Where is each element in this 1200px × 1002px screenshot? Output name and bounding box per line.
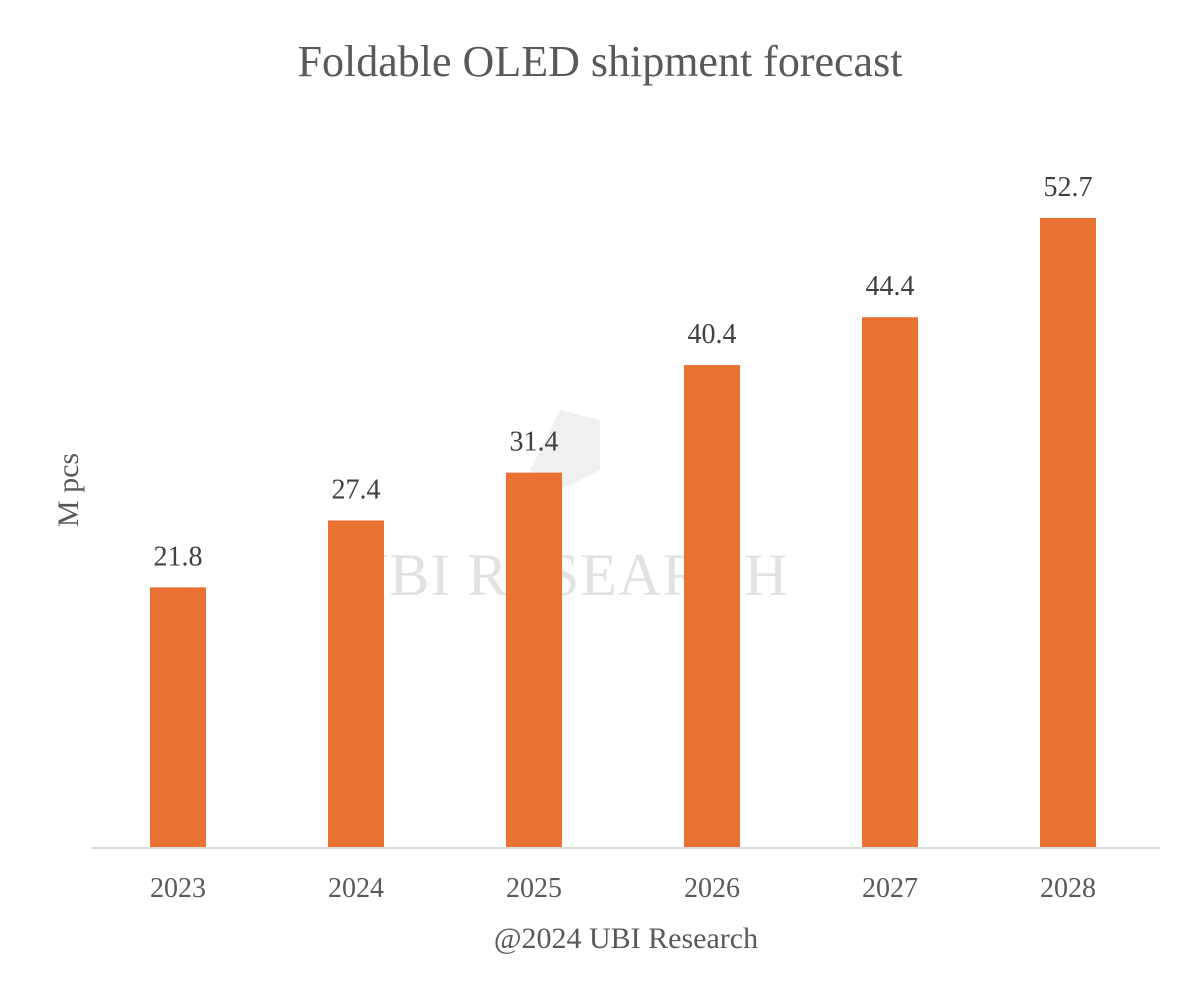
chart-title: Foldable OLED shipment forecast — [298, 37, 903, 86]
bar-2028 — [1040, 218, 1096, 848]
bar-2026 — [684, 365, 740, 848]
watermark-logo-shape — [530, 410, 600, 490]
x-tick-2023: 2023 — [150, 873, 206, 904]
data-label-2023: 21.8 — [154, 541, 203, 572]
data-label-2027: 44.4 — [866, 271, 915, 302]
bars: 21.8 27.4 31.4 40.4 44.4 52.7 — [150, 172, 1096, 848]
bar-2024 — [328, 520, 384, 848]
data-label-2026: 40.4 — [688, 319, 737, 350]
x-axis-label: @2024 UBI Research — [494, 922, 758, 955]
x-tick-2027: 2027 — [862, 873, 918, 904]
bar-2023 — [150, 587, 206, 848]
data-label-2024: 27.4 — [332, 474, 381, 505]
bar-2025 — [506, 472, 562, 848]
x-tick-2026: 2026 — [684, 873, 740, 904]
bar-2027 — [862, 317, 918, 848]
x-tick-2024: 2024 — [328, 873, 384, 904]
x-tick-2028: 2028 — [1040, 873, 1096, 904]
x-axis-ticks: 2023 2024 2025 2026 2027 2028 — [150, 873, 1096, 904]
data-label-2025: 31.4 — [510, 427, 559, 458]
y-axis-label: M pcs — [52, 453, 85, 527]
data-label-2028: 52.7 — [1044, 172, 1093, 203]
x-tick-2025: 2025 — [506, 873, 562, 904]
